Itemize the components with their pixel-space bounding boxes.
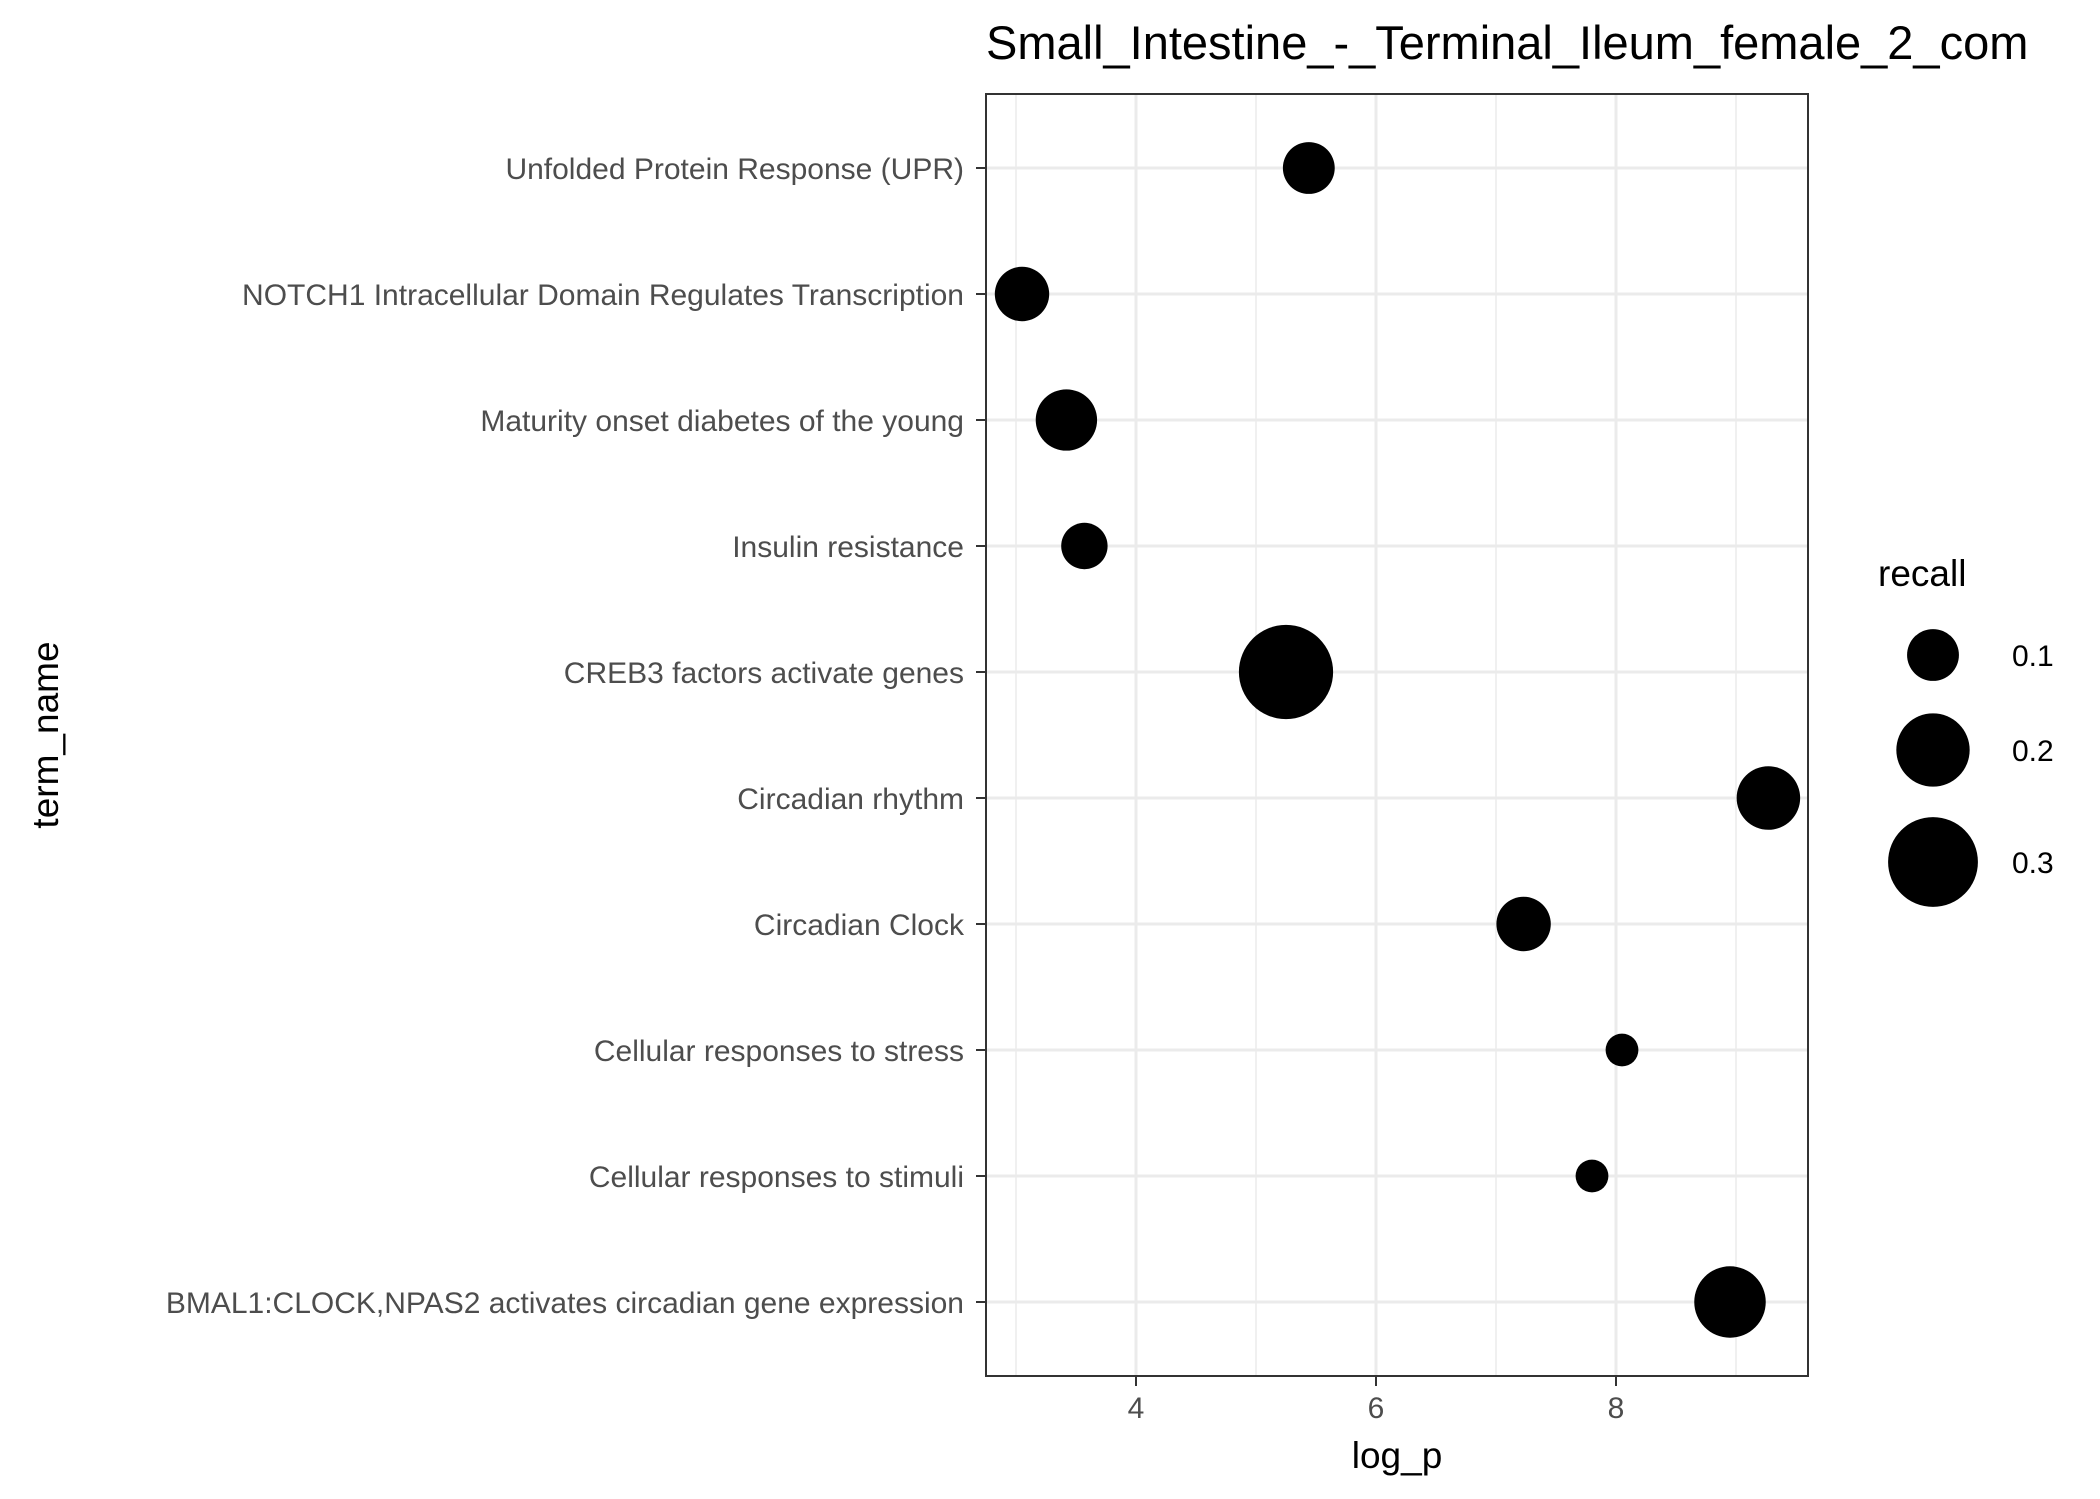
data-point	[1694, 1266, 1766, 1338]
data-point	[1061, 522, 1108, 570]
grid	[986, 94, 1808, 1376]
chart-title: Small_Intestine_-_Terminal_Ileum_female_…	[986, 16, 2028, 69]
data-point	[1736, 766, 1801, 830]
y-tick-label: CREB3 factors activate genes	[564, 657, 964, 690]
panel-border	[985, 93, 1809, 1377]
legend-key	[1907, 629, 1959, 681]
y-tick-label: Circadian rhythm	[737, 783, 964, 816]
y-tick-label: Cellular responses to stress	[594, 1035, 964, 1068]
data-point	[1605, 1033, 1639, 1067]
y-tick-label: Circadian Clock	[754, 909, 965, 942]
y-tick-label: Cellular responses to stimuli	[589, 1161, 964, 1194]
data-point	[1496, 896, 1551, 952]
legend-key	[1888, 817, 1978, 907]
legend-key	[1896, 713, 1970, 787]
x-tick-label: 6	[1368, 1392, 1385, 1425]
y-axis: Unfolded Protein Response (UPR) NOTCH1 In…	[166, 153, 986, 1320]
legend-label: 0.3	[2012, 847, 2054, 880]
x-axis: 4 6 8	[1128, 1376, 1625, 1425]
y-tick-label: BMAL1:CLOCK,NPAS2 activates circadian ge…	[166, 1287, 964, 1320]
data-point	[994, 266, 1050, 322]
y-tick-label: NOTCH1 Intracellular Domain Regulates Tr…	[242, 279, 964, 312]
legend-label: 0.1	[2012, 640, 2054, 673]
y-tick-label: Unfolded Protein Response (UPR)	[505, 153, 964, 186]
legend-title: recall	[1878, 553, 1966, 594]
data-point	[1035, 389, 1098, 451]
data-point	[1575, 1159, 1609, 1193]
x-tick-label: 8	[1608, 1392, 1625, 1425]
data-point	[1282, 142, 1335, 194]
x-axis-title: log_p	[1352, 1435, 1443, 1476]
legend: recall 0.1 0.2 0.3	[1878, 553, 2054, 907]
data-points	[994, 142, 1801, 1338]
legend-label: 0.2	[2012, 735, 2054, 768]
y-tick-label: Insulin resistance	[732, 531, 964, 564]
y-tick-label: Maturity onset diabetes of the young	[480, 405, 964, 438]
y-axis-title: term_name	[25, 641, 66, 828]
x-tick-label: 4	[1128, 1392, 1145, 1425]
data-point	[1238, 624, 1334, 720]
